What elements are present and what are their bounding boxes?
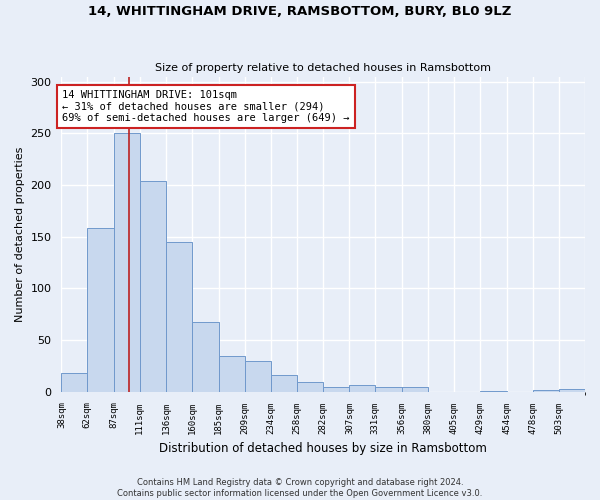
X-axis label: Distribution of detached houses by size in Ramsbottom: Distribution of detached houses by size … [159, 442, 487, 455]
Y-axis label: Number of detached properties: Number of detached properties [15, 146, 25, 322]
Bar [61, 373, 87, 392]
Text: Contains HM Land Registry data © Crown copyright and database right 2024.
Contai: Contains HM Land Registry data © Crown c… [118, 478, 482, 498]
Bar [559, 388, 585, 392]
Bar [271, 375, 297, 392]
Bar [192, 322, 219, 392]
Bar [87, 228, 114, 392]
Bar [375, 386, 402, 392]
Bar [323, 386, 349, 392]
Bar [219, 356, 245, 392]
Bar [480, 390, 507, 392]
Text: 14 WHITTINGHAM DRIVE: 101sqm
← 31% of detached houses are smaller (294)
69% of s: 14 WHITTINGHAM DRIVE: 101sqm ← 31% of de… [62, 90, 350, 123]
Bar [402, 386, 428, 392]
Bar [140, 181, 166, 392]
Bar [533, 390, 559, 392]
Text: 14, WHITTINGHAM DRIVE, RAMSBOTTOM, BURY, BL0 9LZ: 14, WHITTINGHAM DRIVE, RAMSBOTTOM, BURY,… [88, 5, 512, 18]
Bar [349, 386, 375, 392]
Bar [245, 360, 271, 392]
Bar [297, 382, 323, 392]
Bar [166, 242, 192, 392]
Bar [114, 134, 140, 392]
Title: Size of property relative to detached houses in Ramsbottom: Size of property relative to detached ho… [155, 63, 491, 73]
